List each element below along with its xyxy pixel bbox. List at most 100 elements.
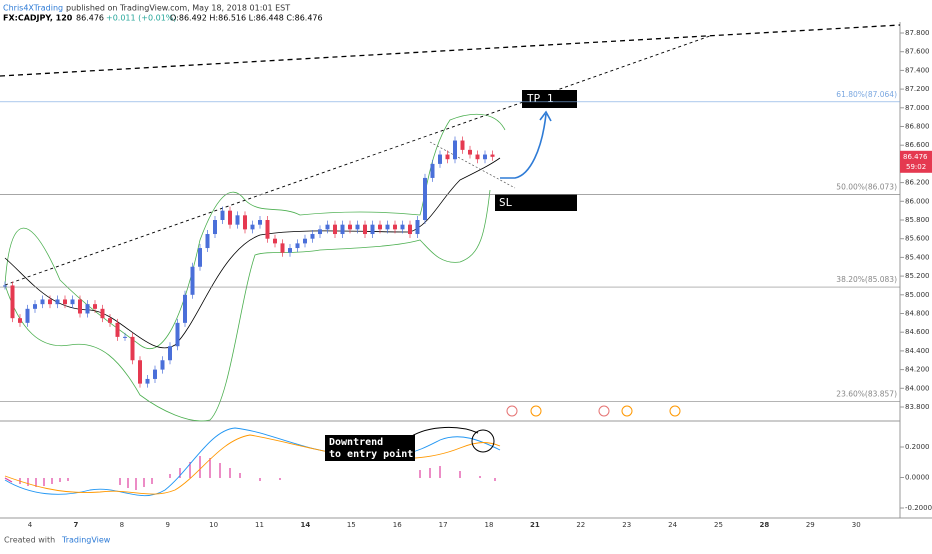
x-tick-label: 16	[393, 521, 402, 529]
y-tick-label: 87.800	[905, 29, 930, 37]
y-tick-label: 86.800	[905, 123, 930, 131]
candle	[273, 238, 277, 244]
y-tick-label: 85.200	[905, 272, 930, 280]
candle	[363, 224, 367, 235]
candle	[138, 360, 142, 384]
candle	[130, 336, 135, 361]
price-label-box	[900, 150, 932, 173]
candle	[370, 224, 375, 235]
candle	[243, 215, 247, 230]
macd-tick-label: 0.0000	[905, 474, 930, 482]
x-tick-label: 17	[439, 521, 448, 529]
candle	[303, 238, 307, 244]
fib-label: 50.00%(86.073)	[836, 182, 897, 191]
candle	[108, 318, 112, 323]
candle	[55, 299, 60, 305]
x-tick-label: 4	[28, 521, 33, 529]
candle	[25, 308, 30, 323]
y-tick-label: 84.000	[905, 384, 930, 392]
fib-label: 23.60%(83.857)	[836, 390, 897, 399]
candle	[348, 224, 352, 230]
candle	[295, 243, 300, 249]
last: 86.476	[76, 14, 104, 23]
x-tick-label: 10	[209, 521, 218, 529]
candle	[318, 229, 322, 235]
y-tick-label: 87.200	[905, 85, 930, 93]
candle	[18, 318, 22, 323]
candle	[235, 215, 240, 225]
y-tick-label: 83.800	[905, 403, 930, 411]
x-tick-label: 8	[120, 521, 124, 529]
moving-average	[4, 157, 501, 349]
candle	[280, 243, 285, 253]
footer-created: Created with	[4, 536, 55, 545]
x-tick-label: 18	[485, 521, 494, 529]
bollinger-lower	[4, 189, 491, 422]
y-tick-label: 86.000	[905, 197, 930, 205]
candle	[438, 154, 442, 164]
note-line1: Downtrend	[329, 437, 383, 448]
y-tick-label: 84.800	[905, 310, 930, 318]
y-tick-label: 84.400	[905, 347, 930, 355]
x-tick-label: 23	[622, 521, 631, 529]
candle	[213, 220, 217, 235]
candle	[430, 163, 435, 178]
projection-arrow	[500, 113, 547, 179]
x-tick-label: 22	[576, 521, 585, 529]
tp-label: TP 1	[527, 92, 554, 105]
candle	[123, 336, 127, 338]
candle	[85, 304, 90, 314]
trend-channel	[429, 141, 516, 189]
candle	[93, 304, 97, 309]
candle	[385, 224, 390, 230]
candle	[445, 154, 450, 160]
ohlc: O:86.492 H:86.516 L:86.448 C:86.476	[170, 14, 323, 23]
candle	[460, 140, 465, 150]
note-line2: to entry point	[329, 448, 413, 460]
candle	[168, 346, 172, 361]
candle	[175, 322, 180, 347]
tp-box	[522, 90, 577, 108]
candle	[355, 224, 360, 230]
x-tick-label: 11	[255, 521, 264, 529]
y-tick-label: 85.000	[905, 291, 930, 299]
candle	[265, 220, 270, 239]
trendline-upper	[0, 24, 901, 77]
candle	[70, 299, 75, 305]
candle	[190, 266, 195, 295]
x-tick-label: 15	[347, 521, 356, 529]
candle	[205, 234, 210, 249]
fib-label: 61.80%(87.064)	[836, 90, 897, 99]
price-label: 86.476	[903, 153, 928, 161]
macd-tick-label: -0.2000	[905, 504, 932, 512]
y-tick-label: 86.600	[905, 141, 930, 149]
candle	[393, 224, 397, 230]
x-tick-label: 14	[301, 521, 311, 529]
x-tick-label: 29	[806, 521, 815, 529]
candle	[100, 308, 105, 319]
x-tick-label: 25	[714, 521, 723, 529]
author[interactable]: Chris4XTrading	[3, 4, 63, 13]
candle	[40, 299, 45, 305]
event-icons	[506, 405, 681, 417]
candle	[220, 210, 225, 220]
candle	[250, 224, 255, 230]
candle	[258, 220, 262, 225]
footer-brand[interactable]: TradingView	[61, 536, 111, 545]
candle	[153, 369, 157, 379]
y-tick-label: 85.800	[905, 216, 930, 224]
candle	[483, 154, 487, 160]
candle	[3, 285, 7, 287]
candle	[475, 154, 480, 160]
candle	[78, 299, 82, 314]
x-tick-label: 21	[530, 521, 540, 529]
candle	[453, 140, 457, 160]
x-tick-label: 28	[760, 521, 770, 529]
candle	[160, 360, 165, 370]
candle	[310, 234, 315, 239]
candle	[198, 248, 202, 267]
candle	[228, 210, 232, 225]
candle	[145, 378, 150, 384]
